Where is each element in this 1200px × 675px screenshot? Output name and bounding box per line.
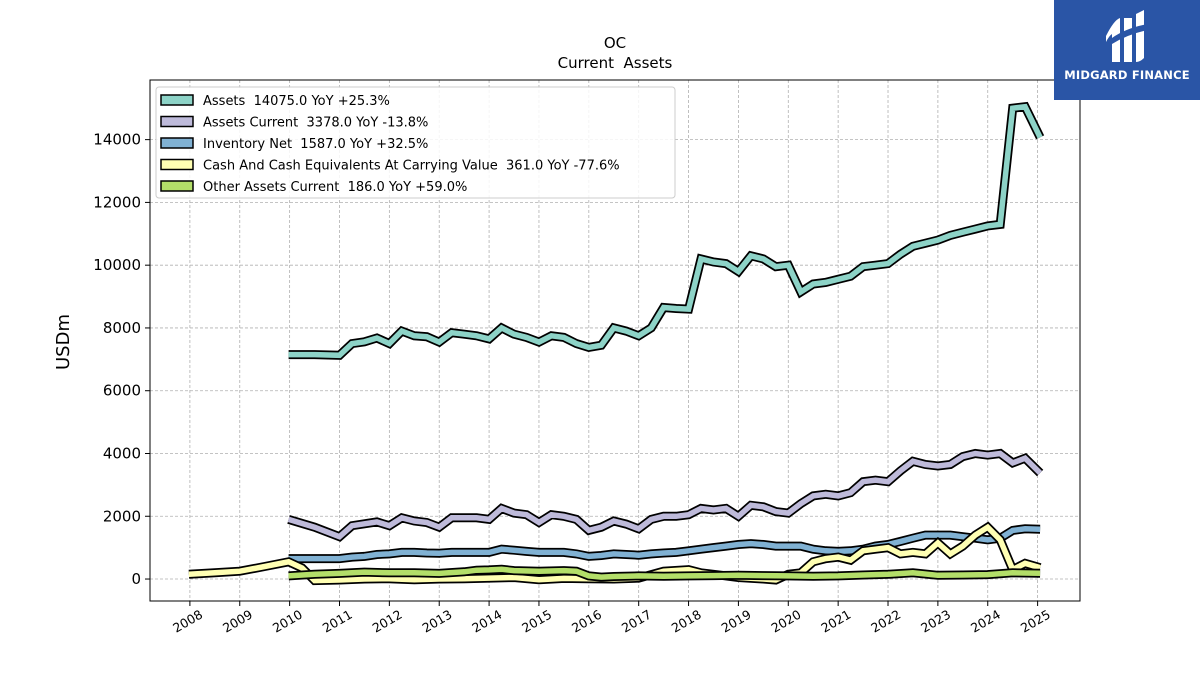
x-tick-label: 2011	[320, 607, 355, 636]
x-tick-label: 2017	[619, 607, 654, 636]
x-tick-label: 2010	[270, 607, 305, 636]
x-tick-label: 2016	[569, 607, 604, 636]
x-tick-label: 2013	[419, 607, 454, 636]
x-tick-label: 2019	[719, 607, 754, 636]
x-tick-label: 2009	[220, 607, 255, 636]
x-tick-label: 2015	[519, 607, 554, 636]
series-line	[287, 450, 1043, 540]
brand-logo: MIDGARD FINANCE	[1054, 0, 1200, 100]
plot-frame	[149, 79, 1081, 602]
y-axis-label: USDm	[53, 314, 74, 370]
legend-label: Assets Current 3378.0 YoY -13.8%	[203, 116, 428, 131]
midgard-logo-icon	[1106, 10, 1148, 62]
legend-label: Inventory Net 1587.0 YoY +32.5%	[203, 137, 428, 152]
x-tick-label: 2020	[769, 607, 804, 636]
chart-subtitle: Current Assets	[558, 54, 673, 72]
legend-label: Assets 14075.0 YoY +25.3%	[203, 94, 390, 109]
x-tick-label: 2024	[968, 607, 1003, 636]
legend-label: Other Assets Current 186.0 YoY +59.0%	[203, 180, 467, 195]
y-tick-label: 4000	[103, 444, 141, 462]
x-tick-label: 2012	[370, 607, 405, 636]
x-tick-label: 2022	[868, 607, 903, 636]
y-tick-label: 0	[131, 570, 141, 588]
legend-label: Cash And Cash Equivalents At Carrying Va…	[203, 159, 620, 174]
x-tick-label: 2025	[1018, 607, 1053, 636]
legend-swatch	[160, 94, 194, 106]
x-tick-label: 2018	[669, 607, 704, 636]
series-line	[288, 566, 1041, 580]
y-tick-label: 8000	[103, 319, 141, 337]
y-tick-label: 6000	[103, 382, 141, 400]
x-tick-label: 2023	[918, 607, 953, 636]
legend-box	[155, 86, 676, 199]
axis-ticks: 2008 2009 2010 2011 2012 2013 2014 2015 2016 2017…	[93, 131, 1053, 636]
legend-swatch	[160, 180, 194, 192]
legend-swatch	[160, 115, 194, 128]
y-tick-label: 14000	[93, 131, 141, 149]
chart-title: OC	[604, 34, 626, 52]
x-tick-label: 2008	[170, 607, 205, 636]
y-tick-label: 10000	[93, 256, 141, 274]
series-lines	[188, 101, 1045, 586]
legend: Assets 14075.0 YoY +25.3% Assets Current …	[155, 86, 676, 199]
legend-swatch	[160, 158, 194, 171]
x-tick-label: 2021	[818, 607, 853, 636]
y-tick-label: 2000	[103, 507, 141, 525]
legend-swatch	[160, 137, 194, 149]
x-tick-label: 2014	[469, 607, 504, 636]
y-tick-label: 12000	[93, 193, 141, 211]
series-line	[288, 526, 1041, 562]
brand-name: MIDGARD FINANCE	[1064, 68, 1190, 82]
series-line	[288, 103, 1043, 359]
